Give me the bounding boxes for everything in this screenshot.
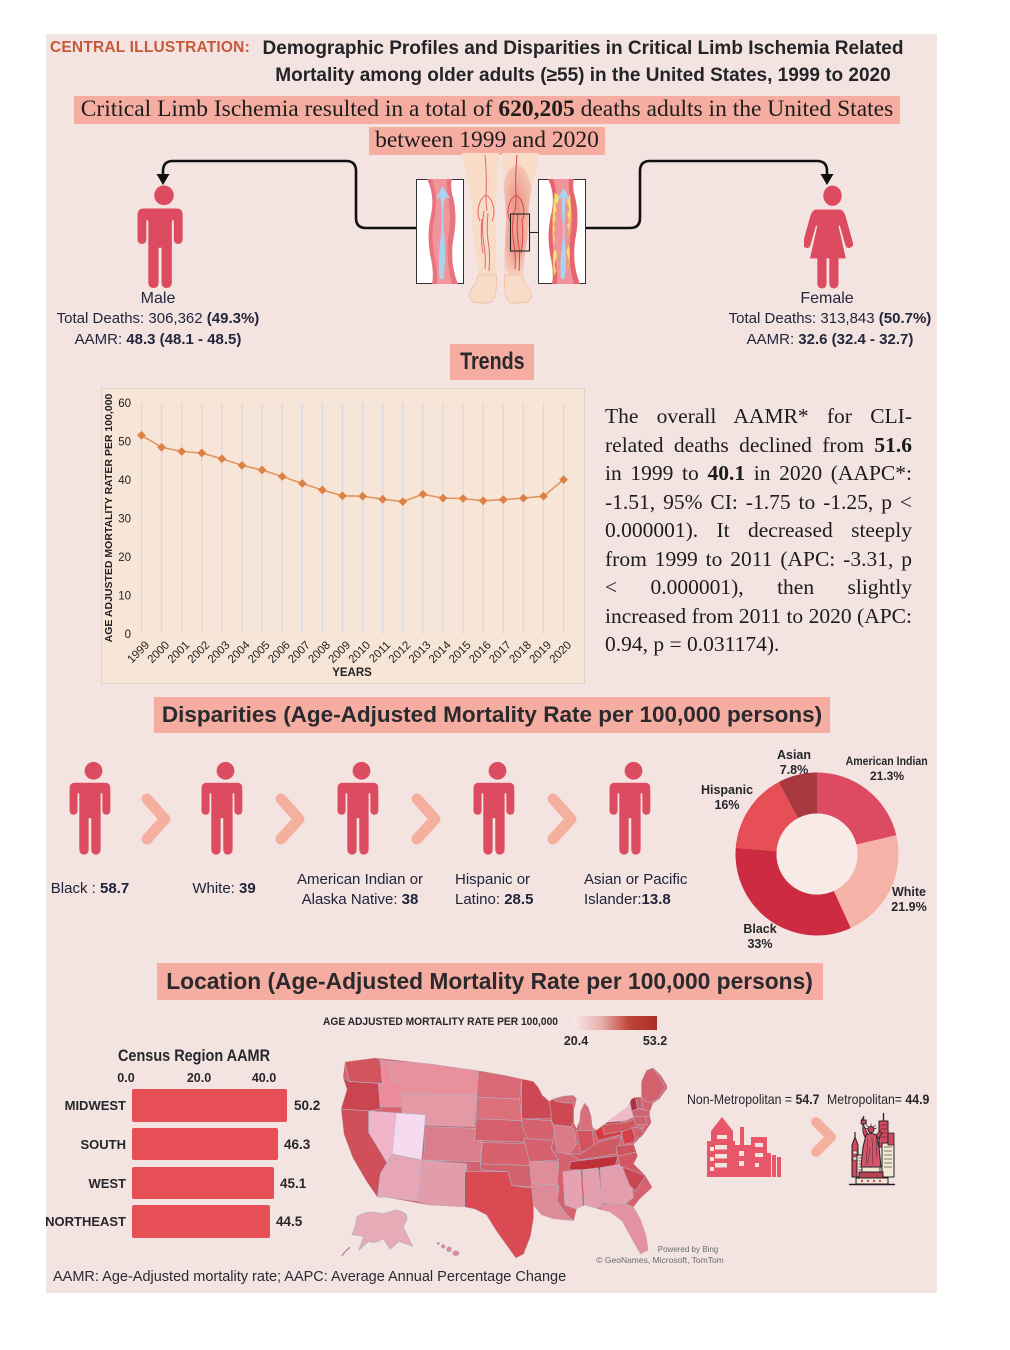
svg-text:2008: 2008	[306, 639, 333, 666]
svg-text:2018: 2018	[507, 639, 534, 666]
svg-text:10: 10	[118, 591, 131, 603]
svg-text:2003: 2003	[206, 639, 233, 666]
svg-text:2002: 2002	[186, 639, 213, 666]
svg-text:YEARS: YEARS	[332, 667, 372, 679]
svg-text:2004: 2004	[226, 639, 253, 666]
svg-text:2017: 2017	[487, 639, 514, 666]
svg-text:2013: 2013	[407, 639, 434, 666]
svg-text:2015: 2015	[447, 639, 474, 666]
svg-text:20: 20	[118, 552, 131, 564]
svg-text:0: 0	[125, 629, 131, 641]
svg-text:AGE ADJUSTED MORTALITY RATER P: AGE ADJUSTED MORTALITY RATER PER 100,000	[103, 393, 115, 642]
svg-text:40: 40	[118, 475, 131, 487]
svg-text:2001: 2001	[166, 639, 193, 666]
svg-text:2009: 2009	[327, 639, 354, 666]
svg-text:30: 30	[118, 514, 131, 526]
svg-text:2020: 2020	[548, 639, 575, 666]
svg-text:2005: 2005	[246, 639, 273, 666]
svg-text:2010: 2010	[347, 639, 374, 666]
svg-text:2014: 2014	[427, 639, 454, 666]
svg-text:2019: 2019	[528, 639, 555, 666]
svg-text:2016: 2016	[467, 639, 494, 666]
svg-text:2007: 2007	[286, 639, 313, 666]
svg-text:1999: 1999	[126, 639, 153, 666]
svg-text:2006: 2006	[266, 639, 293, 666]
svg-text:60: 60	[118, 398, 131, 410]
svg-text:2012: 2012	[387, 639, 414, 666]
svg-text:2000: 2000	[146, 639, 173, 666]
svg-text:50: 50	[118, 437, 131, 449]
